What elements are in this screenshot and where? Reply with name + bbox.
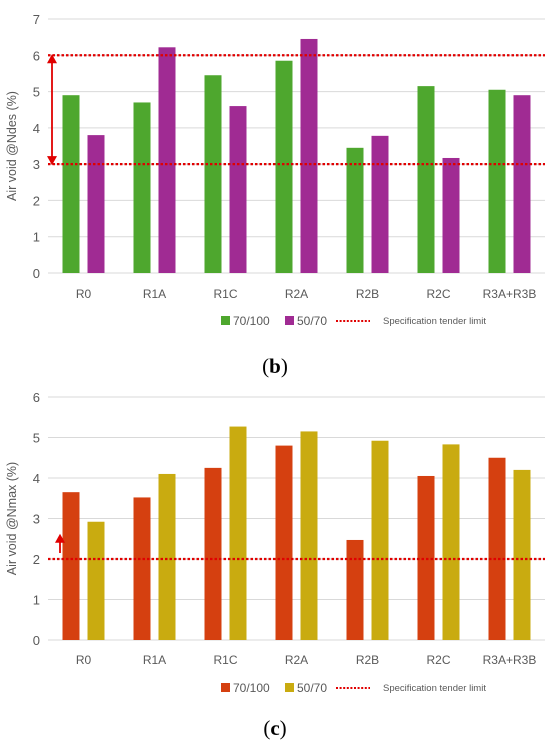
caption-b-open: ( bbox=[262, 354, 270, 378]
x-tick-label-R1A: R1A bbox=[143, 287, 166, 301]
x-tick-label-R2B: R2B bbox=[356, 287, 379, 301]
x-tick-label-R3A+R3B: R3A+R3B bbox=[483, 653, 537, 667]
y-axis-label: Air void @Nmax (%) bbox=[5, 462, 19, 575]
bar-b-70-100-R3A+R3B bbox=[488, 89, 506, 273]
arrow-up-icon bbox=[55, 533, 65, 543]
chart-b: 0 1 2 3 4 5 6 7 Air void @Ndes (%) R0 R1A R1C R2A R2B… bbox=[5, 12, 545, 328]
legend-swatch-c-2 bbox=[285, 683, 294, 692]
bar-c-50-70-R2C bbox=[442, 444, 460, 640]
bar-b-50-70-R1C bbox=[229, 106, 247, 273]
x-tick-label-R2C: R2C bbox=[426, 653, 450, 667]
y-tick-label: 4 bbox=[33, 471, 40, 486]
y-tick-label: 1 bbox=[33, 230, 40, 245]
y-tick-label: 7 bbox=[33, 12, 40, 27]
bar-c-70-100-R2A bbox=[275, 445, 293, 640]
bar-c-50-70-R2A bbox=[300, 431, 318, 640]
bar-c-70-100-R1C bbox=[204, 467, 222, 640]
bar-b-50-70-R2B bbox=[371, 135, 389, 273]
chart-c: 0 1 2 3 4 5 6 Air void @Nmax (%) R0 R1A R1C R2A R2B R… bbox=[5, 390, 545, 695]
x-tick-label-R1C: R1C bbox=[213, 653, 237, 667]
arrow-down-icon bbox=[47, 156, 57, 166]
legend-label-b-2: 50/70 bbox=[297, 314, 327, 328]
bar-b-70-100-R1C bbox=[204, 75, 222, 273]
legend-label-c-2: 50/70 bbox=[297, 681, 327, 695]
bar-c-70-100-R3A+R3B bbox=[488, 457, 506, 640]
legend-swatch-b-2 bbox=[285, 316, 294, 325]
bar-c-50-70-R1C bbox=[229, 426, 247, 640]
chart-panel-c: 0 1 2 3 4 5 6 Air void @Nmax (%) R0 R1A R1C R2A R2B R… bbox=[0, 380, 550, 710]
y-tick-label: 6 bbox=[33, 48, 40, 63]
x-tick-label-R1A: R1A bbox=[143, 653, 166, 667]
chart-panel-b: 0 1 2 3 4 5 6 7 Air void @Ndes (%) R0 R1A R1C R2A R2B… bbox=[0, 0, 550, 345]
bar-c-70-100-R2B bbox=[346, 539, 364, 640]
y-tick-label: 4 bbox=[33, 121, 40, 136]
x-tick-label-R3A+R3B: R3A+R3B bbox=[483, 287, 537, 301]
caption-b-label: b bbox=[269, 354, 281, 378]
x-tick-label-R2B: R2B bbox=[356, 653, 379, 667]
x-tick-label-R1C: R1C bbox=[213, 287, 237, 301]
y-tick-label: 3 bbox=[33, 512, 40, 527]
legend-label-b-3: Specification tender limit bbox=[383, 316, 486, 327]
y-tick-label: 5 bbox=[33, 431, 40, 446]
bar-b-50-70-R1A bbox=[158, 47, 176, 273]
bar-b-70-100-R2A bbox=[275, 60, 293, 273]
bar-c-50-70-R2B bbox=[371, 440, 389, 640]
y-tick-label: 5 bbox=[33, 85, 40, 100]
y-tick-label: 3 bbox=[33, 157, 40, 172]
x-tick-label-R2C: R2C bbox=[426, 287, 450, 301]
bar-c-70-100-R1A bbox=[133, 497, 151, 640]
bar-c-70-100-R0 bbox=[62, 492, 80, 640]
bar-b-50-70-R2C bbox=[442, 157, 460, 273]
caption-b-close: ) bbox=[280, 354, 288, 378]
legend-swatch-c-1 bbox=[221, 683, 230, 692]
bar-b-70-100-R0 bbox=[62, 95, 80, 273]
legend-label-b-1: 70/100 bbox=[233, 314, 270, 328]
caption-c-open: ( bbox=[263, 716, 271, 740]
bar-c-50-70-R0 bbox=[87, 521, 105, 640]
y-tick-label: 2 bbox=[33, 193, 40, 208]
caption-c-label: c bbox=[270, 716, 280, 740]
legend-label-c-3: Specification tender limit bbox=[383, 683, 486, 694]
y-axis-label: Air void @Ndes (%) bbox=[5, 91, 19, 201]
y-tick-label: 0 bbox=[33, 266, 40, 281]
bar-b-50-70-R2A bbox=[300, 38, 318, 274]
bar-c-50-70-R3A+R3B bbox=[513, 469, 531, 640]
y-tick-label: 6 bbox=[33, 390, 40, 405]
bar-b-70-100-R2B bbox=[346, 147, 364, 273]
bar-b-70-100-R1A bbox=[133, 102, 151, 273]
x-tick-label-R2A: R2A bbox=[285, 653, 308, 667]
legend-swatch-b-1 bbox=[221, 316, 230, 325]
y-tick-label: 2 bbox=[33, 552, 40, 567]
caption-b: (b) bbox=[0, 354, 550, 379]
legend-label-c-1: 70/100 bbox=[233, 681, 270, 695]
y-tick-label: 0 bbox=[33, 633, 40, 648]
x-tick-label-R0: R0 bbox=[76, 287, 92, 301]
bar-c-50-70-R1A bbox=[158, 473, 176, 640]
caption-c-close: ) bbox=[279, 716, 287, 740]
y-tick-label: 1 bbox=[33, 593, 40, 608]
bar-b-70-100-R2C bbox=[417, 86, 435, 273]
x-tick-label-R0: R0 bbox=[76, 653, 92, 667]
bar-b-50-70-R3A+R3B bbox=[513, 95, 531, 273]
x-tick-label-R2A: R2A bbox=[285, 287, 308, 301]
caption-c: (c) bbox=[0, 716, 550, 741]
arrow-up-icon bbox=[47, 54, 57, 64]
bar-b-50-70-R0 bbox=[87, 135, 105, 273]
